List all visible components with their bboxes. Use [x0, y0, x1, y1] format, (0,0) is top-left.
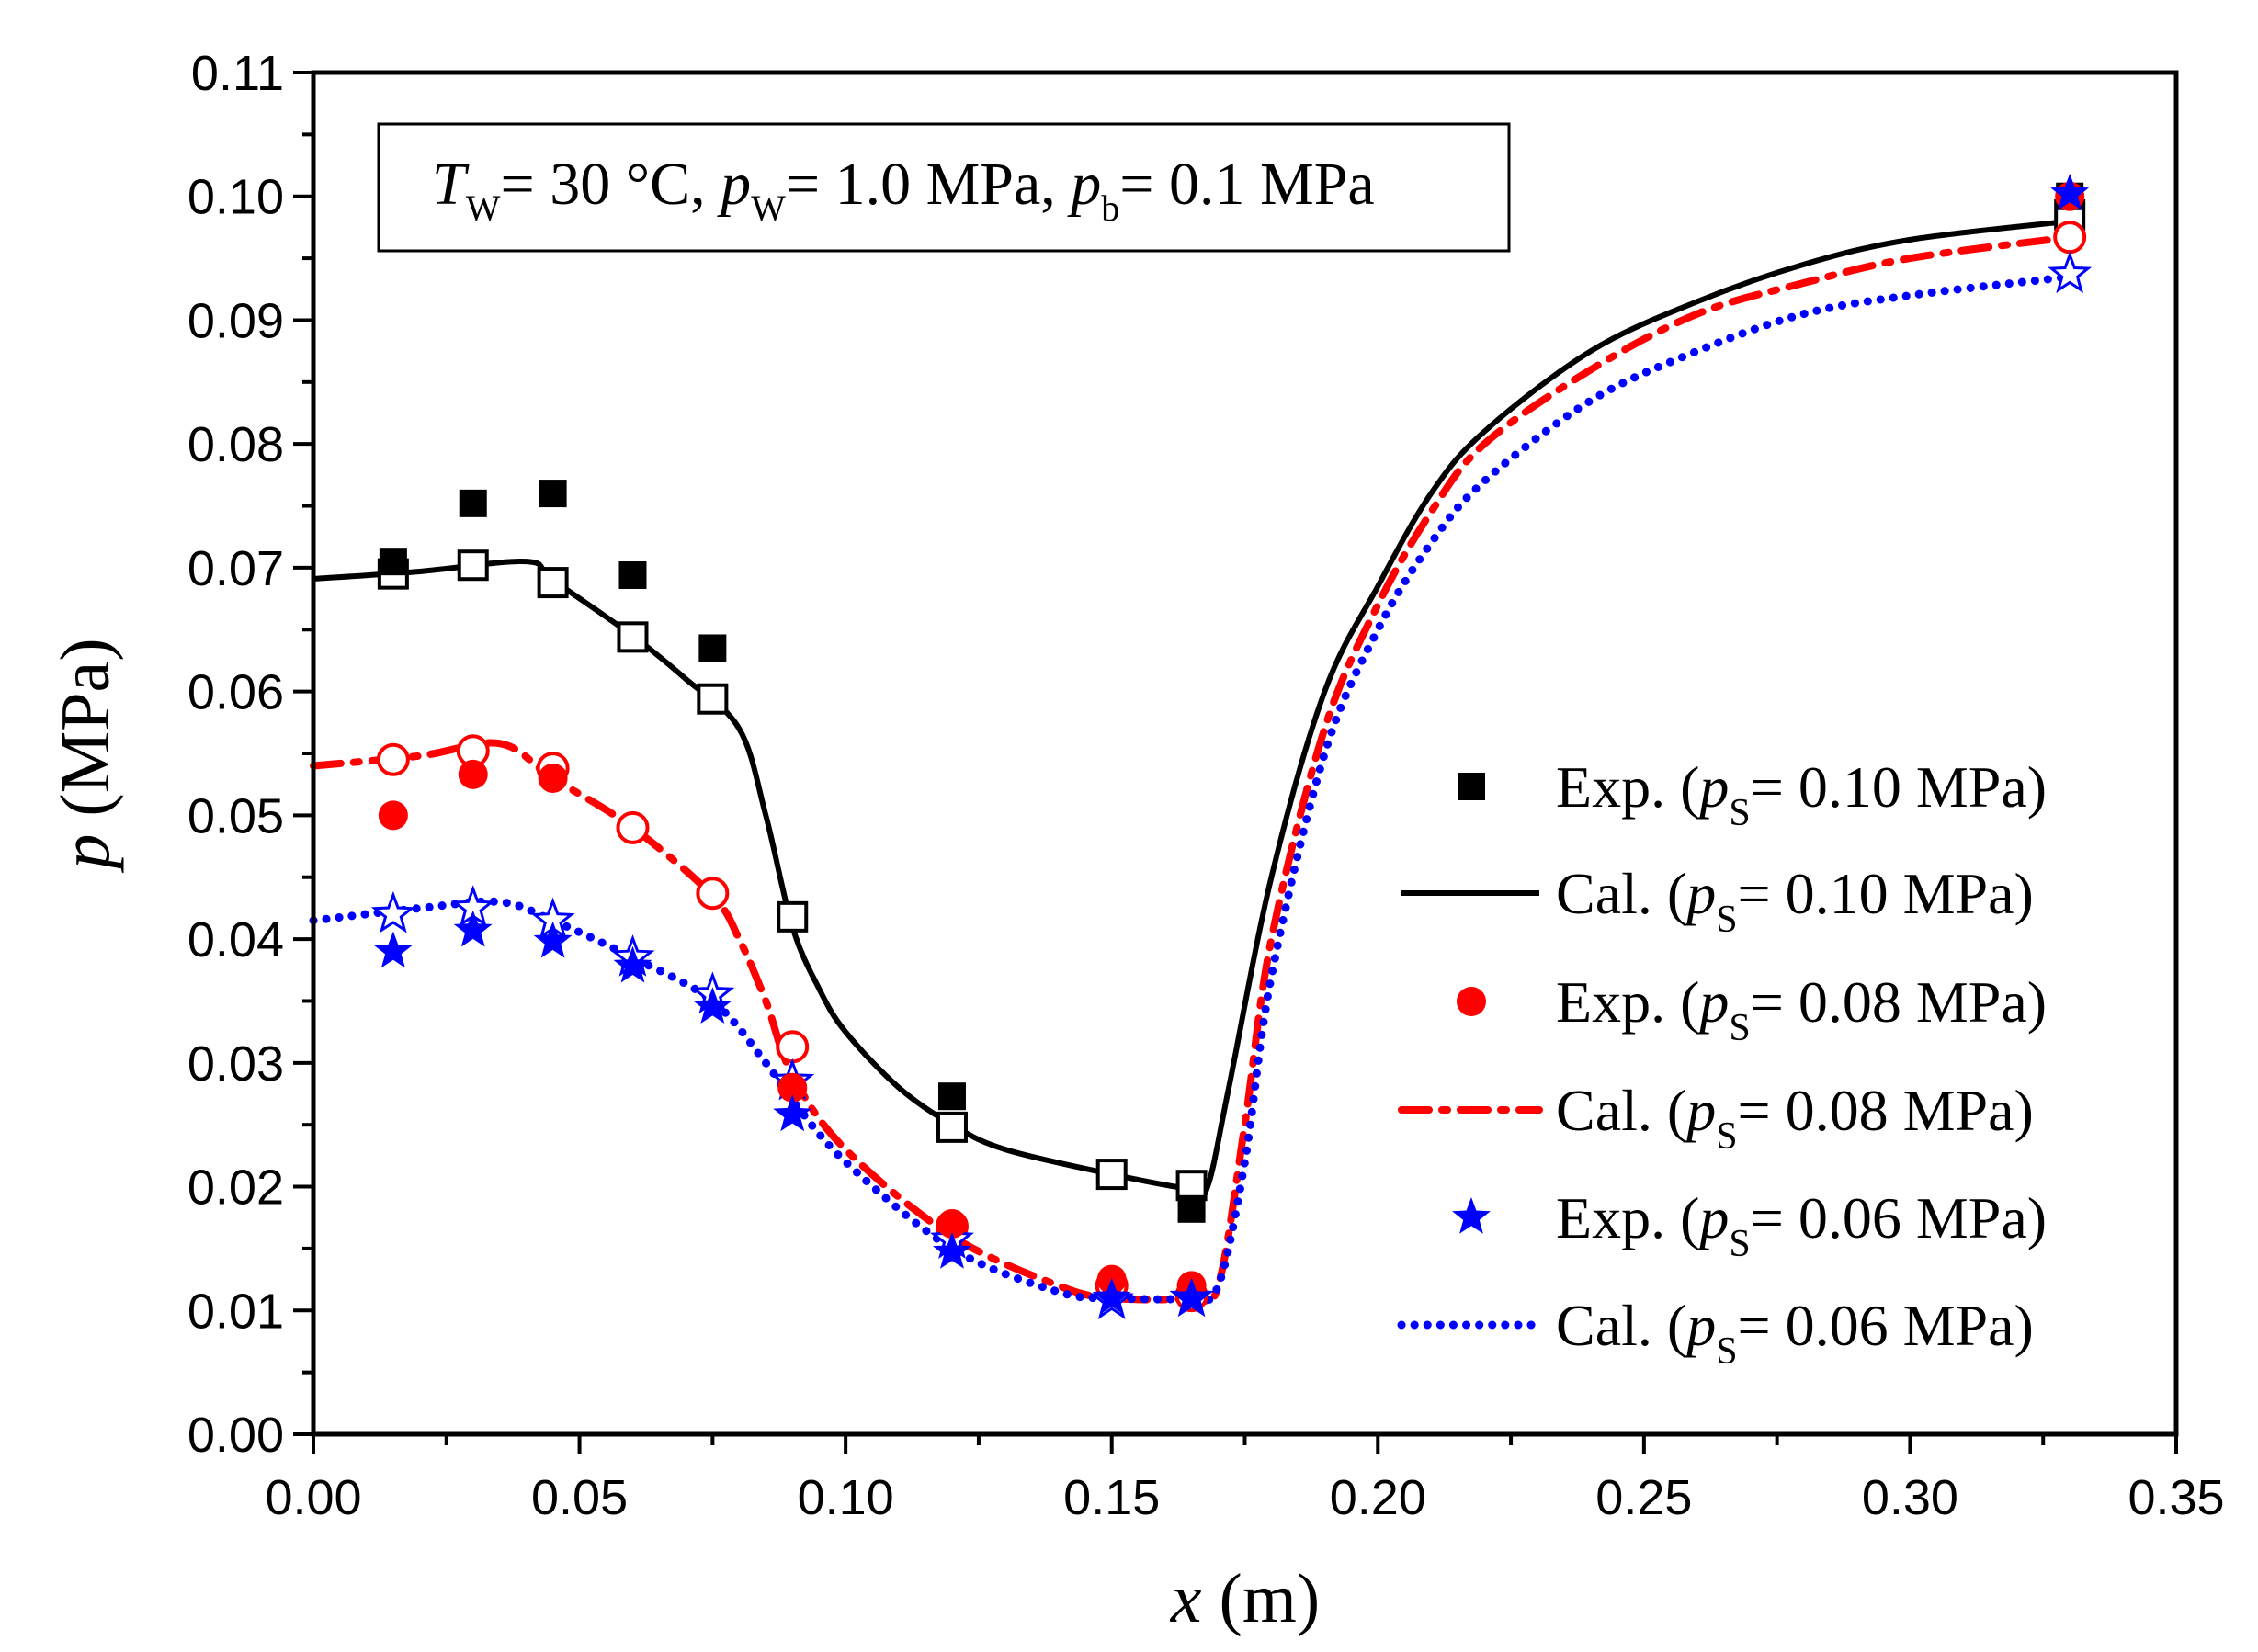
y-tick-label: 0.10 — [187, 170, 284, 225]
y-tick-label: 0.00 — [187, 1408, 284, 1463]
y-tick-label: 0.09 — [187, 293, 284, 348]
y-tick-label: 0.01 — [187, 1284, 284, 1339]
exp-point-marker — [373, 931, 413, 968]
exp-point-marker — [937, 1082, 966, 1111]
exp-point-marker — [459, 489, 487, 517]
y-tick-label: 0.05 — [187, 788, 284, 843]
cal-curve-series-3 — [310, 233, 2074, 1307]
exp-point-marker — [458, 759, 488, 789]
cal-point-marker — [696, 877, 730, 911]
cal-point-marker — [376, 742, 410, 776]
x-tick-label: 0.35 — [2128, 1470, 2224, 1525]
condition-annotation: TW= 30 °C, pW= 1.0 MPa, pb= 0.1 MPa — [377, 122, 1511, 253]
x-tick-label: 0.25 — [1595, 1470, 1692, 1525]
legend: Exp. (pS= 0.10 MPa) Cal. (pS= 0.10 MPa) Ex… — [1397, 754, 2047, 1373]
x-axis-label: x (m) — [1170, 1560, 1320, 1637]
exp-point-marker — [379, 548, 407, 576]
exp-point-marker — [533, 921, 573, 958]
legend-marker-icon — [1458, 773, 1485, 800]
legend-item: Exp. (pS= 0.06 MPa) — [1452, 1185, 2047, 1265]
x-tick-label: 0.10 — [798, 1470, 894, 1525]
y-tick-label: 0.03 — [187, 1036, 284, 1092]
cal-point-marker — [1175, 1170, 1208, 1202]
plot-frame — [311, 70, 2179, 1437]
x-tick-label: 0.30 — [1862, 1470, 1958, 1525]
exp-point-marker — [538, 763, 568, 793]
y-tick-label: 0.02 — [187, 1160, 284, 1216]
exp-point-marker — [539, 480, 567, 508]
cal-point-marker — [2048, 251, 2093, 294]
legend-label: Cal. (pS= 0.06 MPa) — [1556, 1293, 2034, 1373]
annotation-box — [377, 122, 1511, 253]
legend-label: Exp. (pS= 0.10 MPa) — [1556, 754, 2047, 834]
exp-point-marker — [693, 987, 732, 1024]
cal-curve-series-5 — [309, 272, 2074, 1304]
exp-point-marker — [613, 945, 652, 983]
cal-point-marker — [537, 567, 569, 599]
y-tick-label: 0.07 — [187, 541, 284, 596]
legend-label: Cal. (pS= 0.08 MPa) — [1556, 1078, 2034, 1158]
x-tick-label: 0.00 — [265, 1470, 361, 1525]
legend-marker-icon — [1452, 1197, 1491, 1234]
exp-point-marker — [1172, 1277, 1211, 1315]
axis-ticks: 0.00 0.01 0.02 0.03 0.04 0.05 0.06 0.07 0.08 0.09… — [187, 46, 2225, 1525]
exp-point-marker — [933, 1232, 971, 1269]
legend-item: Exp. (pS= 0.08 MPa) — [1457, 969, 2047, 1049]
legend-item: Cal. (pS= 0.08 MPa) — [1398, 1078, 2034, 1158]
cal-point-marker — [936, 1111, 968, 1143]
exp-point-marker — [777, 1072, 808, 1103]
cal-point-marker — [776, 1030, 810, 1064]
exp-point-marker — [698, 634, 727, 662]
cal-point-marker — [697, 683, 729, 715]
cal-point-marker — [617, 621, 649, 653]
cal-point-marker — [777, 900, 809, 933]
legend-item: Exp. (pS= 0.10 MPa) — [1458, 754, 2047, 834]
y-tick-label: 0.08 — [187, 417, 284, 472]
exp-point-marker — [2050, 174, 2090, 210]
x-tick-label: 0.20 — [1330, 1470, 1426, 1525]
cal-point-marker — [2053, 221, 2087, 255]
cal-point-marker — [616, 810, 650, 844]
cal-point-marker — [1095, 1159, 1128, 1191]
y-tick-label: 0.11 — [191, 46, 284, 101]
x-tick-label: 0.15 — [1063, 1470, 1160, 1525]
cal-point-marker — [457, 549, 489, 582]
legend-item: Cal. (pS= 0.10 MPa) — [1401, 861, 2034, 941]
cal-point-marker — [370, 890, 415, 933]
cal-curve-series-1 — [312, 218, 2071, 1199]
exp-point-marker — [773, 1094, 812, 1132]
legend-label: Exp. (pS= 0.06 MPa) — [1556, 1185, 2047, 1265]
exp-point-marker — [1177, 1194, 1206, 1223]
data-markers — [370, 174, 2093, 1319]
exp-point-marker — [1092, 1277, 1131, 1315]
legend-label: Exp. (pS= 0.08 MPa) — [1556, 969, 2047, 1049]
exp-point-marker — [936, 1208, 967, 1239]
calculated-curves — [309, 218, 2074, 1307]
x-tick-label: 0.05 — [531, 1470, 628, 1525]
y-axis-label: p (MPa) — [47, 638, 124, 873]
y-tick-label: 0.04 — [187, 912, 284, 967]
annotation-text: TW= 30 °C, pW= 1.0 MPa, pb= 0.1 MPa — [432, 151, 1375, 229]
legend-marker-icon — [1457, 987, 1486, 1016]
legend-label: Cal. (pS= 0.10 MPa) — [1556, 861, 2034, 941]
exp-point-marker — [378, 800, 408, 831]
legend-item: Cal. (pS= 0.06 MPa) — [1397, 1293, 2034, 1373]
exp-point-marker — [618, 560, 647, 589]
y-tick-label: 0.06 — [187, 665, 284, 720]
exp-point-marker — [453, 910, 493, 947]
